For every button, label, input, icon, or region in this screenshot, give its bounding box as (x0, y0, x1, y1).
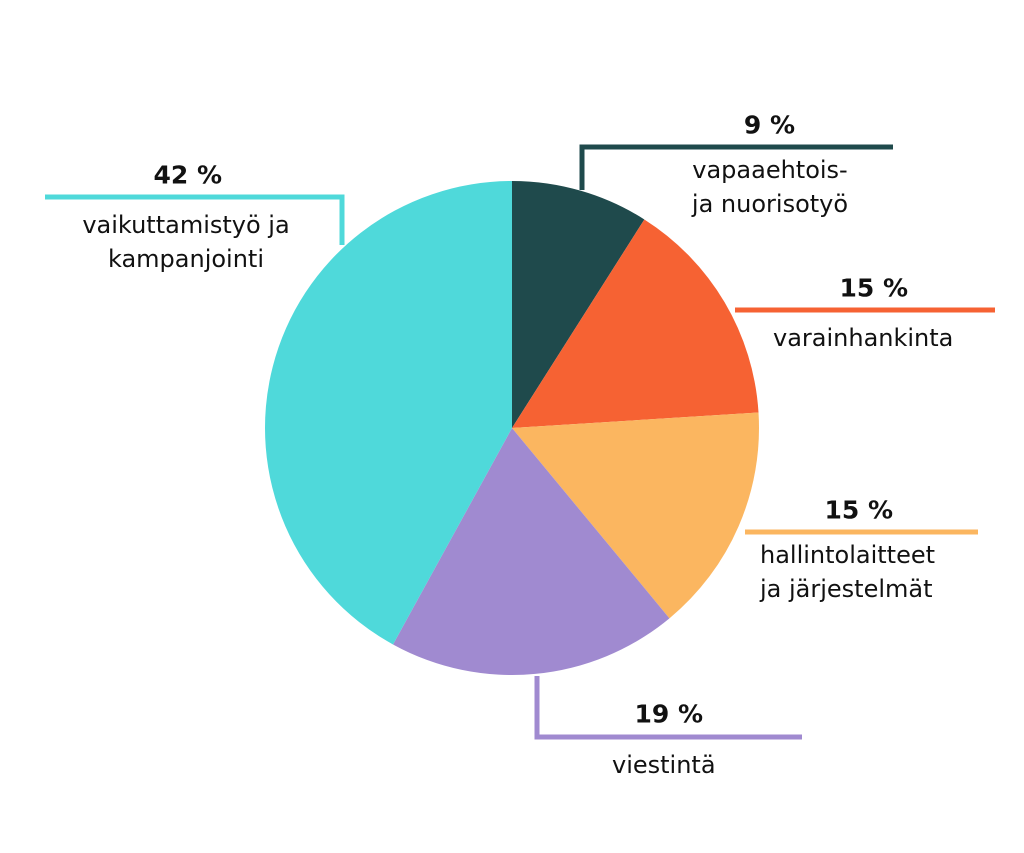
pie-slice (393, 428, 670, 675)
category-label: varainhankinta (773, 324, 954, 352)
category-label: viestintä (612, 751, 716, 779)
leader-line (579, 144, 893, 190)
value-label: 42 % (153, 160, 222, 190)
leader-line (534, 676, 802, 740)
pie-slice (512, 219, 759, 428)
category-label: vapaaehtois- ja nuorisotyö (691, 156, 849, 218)
value-label: 9 % (743, 110, 795, 140)
category-label: vaikuttamistyö ja kampanjointi (82, 211, 290, 273)
value-label: 15 % (824, 495, 893, 525)
category-label: hallintolaitteet ja järjestelmät (760, 541, 936, 603)
value-label: 19 % (634, 699, 703, 729)
leader-line (45, 194, 345, 245)
pie-slice (512, 181, 645, 428)
pie-slice (512, 412, 759, 619)
value-label: 15 % (839, 273, 908, 303)
pie-slice (264, 181, 512, 645)
